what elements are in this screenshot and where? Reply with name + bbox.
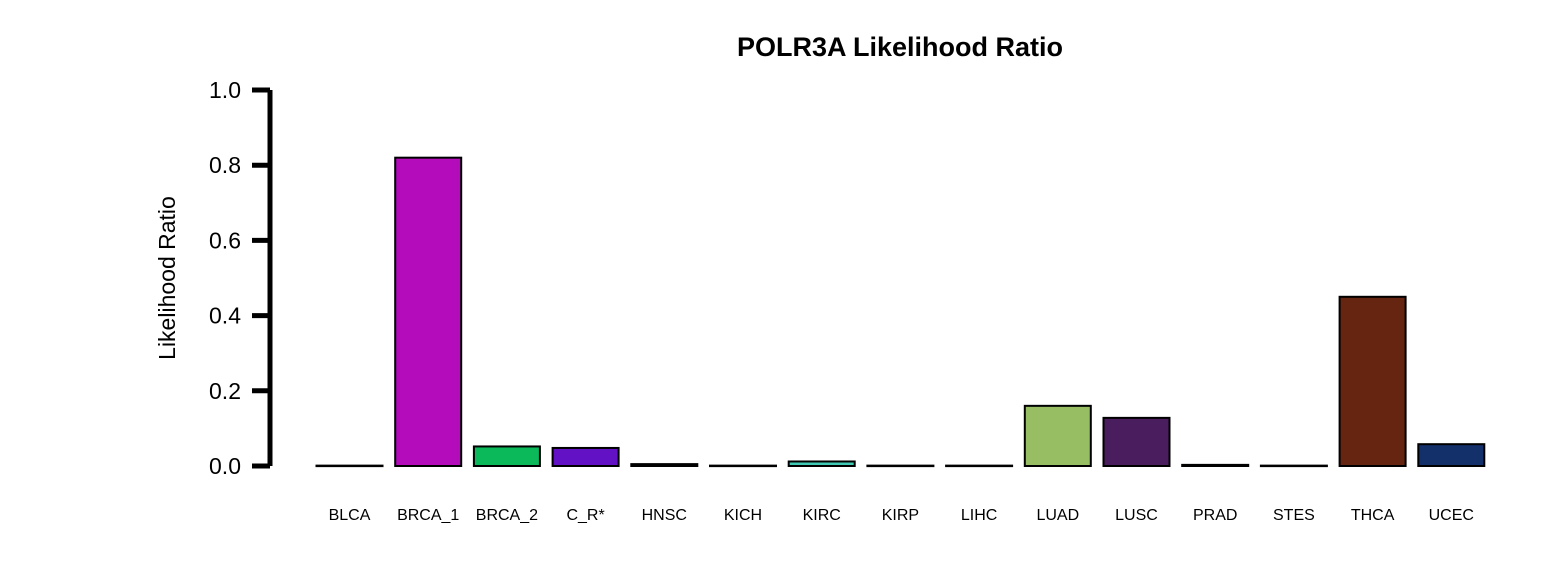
bar-blca <box>315 464 384 468</box>
x-tick-label: STES <box>1273 507 1315 524</box>
y-tick-label: 0.0 <box>209 453 241 479</box>
bar-prad <box>1181 463 1250 468</box>
x-tick-label: KICH <box>724 507 762 524</box>
x-tick-label: PRAD <box>1193 507 1237 524</box>
x-tick-label: LIHC <box>961 507 997 524</box>
bar-kirp <box>866 464 935 468</box>
bar-kich <box>709 464 777 468</box>
y-tick-label: 1.0 <box>209 77 241 103</box>
bar-brca-2 <box>472 445 541 467</box>
x-tick-label: C_R* <box>566 507 604 524</box>
bar-luad <box>1023 404 1092 467</box>
y-axis-ticks: 0.0 0.2 0.4 0.6 0.8 1.0 <box>209 77 270 479</box>
bar-lihc <box>945 464 1014 468</box>
bar-hnsc <box>630 463 699 467</box>
x-tick-label: LUAD <box>1036 507 1079 524</box>
x-axis-tick-labels: BLCA BRCA_1 BRCA_2 C_R* HNSC KICH KIRC KIRP LIHC… <box>329 507 1474 524</box>
y-tick-label: 0.6 <box>209 227 241 253</box>
bar-stes <box>1259 464 1328 468</box>
bar-lusc <box>1102 416 1171 468</box>
x-tick-label: KIRP <box>882 507 919 524</box>
bar-brca-1 <box>394 156 463 467</box>
x-tick-label: UCEC <box>1429 507 1474 524</box>
x-tick-label: BLCA <box>329 507 371 524</box>
bar-c-r <box>551 446 620 467</box>
bar-kirc <box>787 460 856 468</box>
x-tick-label: HNSC <box>642 507 687 524</box>
y-tick-label: 0.4 <box>209 303 241 329</box>
chart-title: POLR3A Likelihood Ratio <box>737 32 1063 62</box>
x-tick-label: THCA <box>1351 507 1395 524</box>
x-tick-label: LUSC <box>1115 507 1158 524</box>
y-tick-label: 0.2 <box>209 378 241 404</box>
x-tick-label: KIRC <box>803 507 841 524</box>
y-axis-label: Likelihood Ratio <box>154 196 180 360</box>
bars-group <box>315 156 1486 468</box>
x-tick-label: BRCA_2 <box>476 507 538 524</box>
x-tick-label: BRCA_1 <box>397 507 459 524</box>
bar-ucec <box>1417 443 1486 467</box>
y-tick-label: 0.8 <box>209 152 241 178</box>
bar-thca <box>1338 295 1407 467</box>
